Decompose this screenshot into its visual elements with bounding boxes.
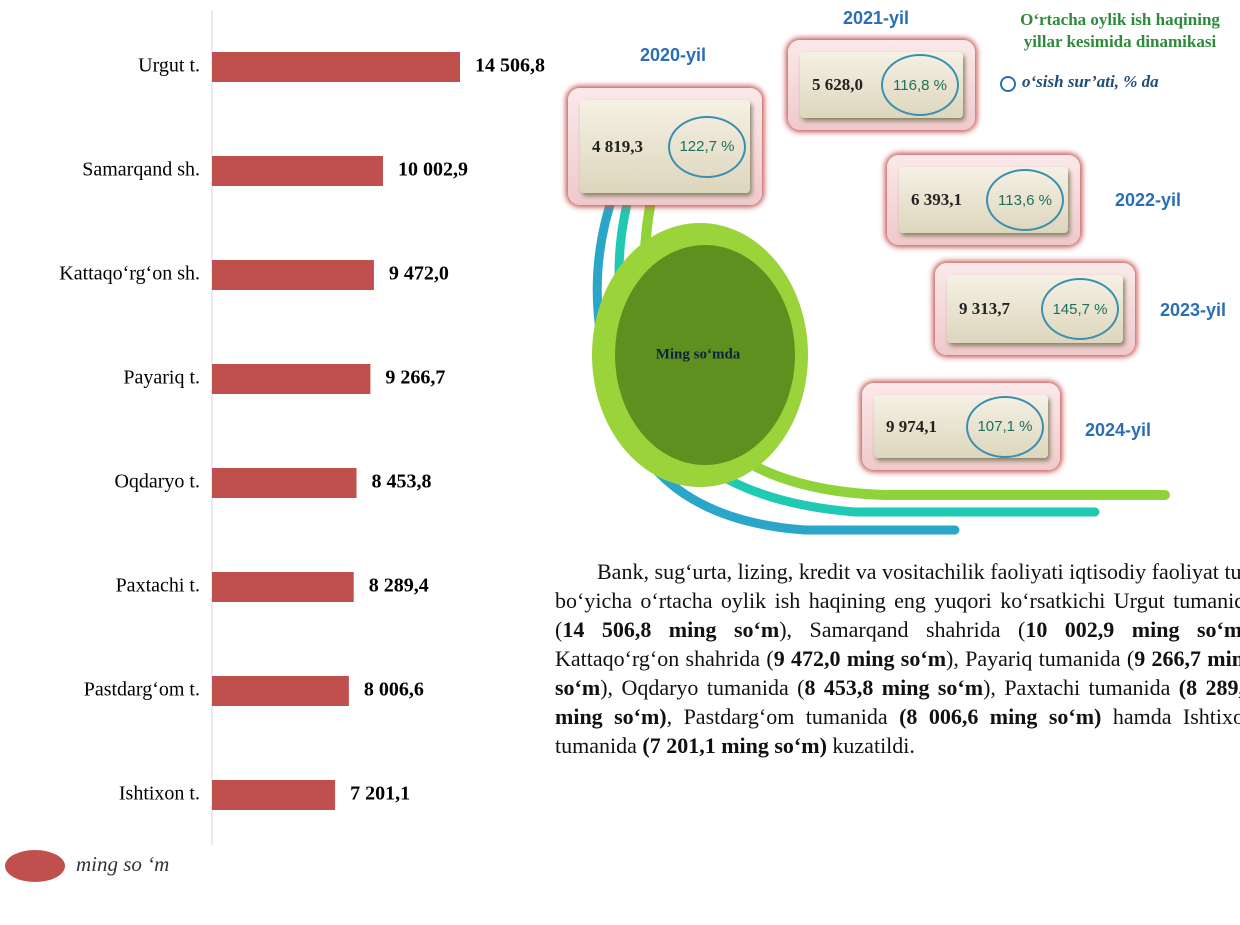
infographic-decoration: Ming so‘mda [592,160,1170,535]
text: ), Paxtachi tumanida [983,675,1179,700]
infographic-title: O‘rtacha oylik ish haqining [1020,10,1220,29]
bar [212,156,384,186]
value: 9 313,7 [959,299,1010,318]
bold-text: 8 453,8 ming so‘m [804,675,984,700]
text: ), Kattaqo‘rg‘on shahrida ( [555,646,774,671]
infographic-title: yillar kesimida dinamikasi [1023,32,1217,51]
year-label: 2021-yil [843,8,910,28]
rate: 145,7 % [1041,278,1119,340]
bold-text: (8 289,4 ming so‘m) [555,675,1240,729]
value-box: 6 393,1 113,6 % [899,167,1068,233]
year-box: 6 393,1 113,6 % [887,155,1080,245]
bold-text: 9 472,0 ming so‘m [773,646,947,671]
value-label: 9 266,7 [385,367,445,389]
value-label: 10 002,9 [398,159,468,181]
value-box: 4 819,3 122,7 % [580,100,750,193]
bar [212,676,349,706]
value-label: 8 453,8 [372,471,432,493]
year-label: 2022-yil [1115,190,1182,210]
bar [212,260,374,290]
bold-text: (8 006,6 ming so‘m) [899,704,1102,729]
year-box: 9 974,1 107,1 % [862,383,1060,470]
value-label: 9 472,0 [389,263,449,285]
inner-ellipse [615,245,795,465]
text: , Pastdarg‘om tumanida [666,704,900,729]
rate: 116,8 % [881,54,959,116]
value-label: 14 506,8 [475,55,545,77]
year-box: 4 819,3 122,7 % [568,88,762,205]
value-label: 8 289,4 [369,575,429,597]
rate: 122,7 % [668,115,746,178]
bar [212,572,354,602]
value-box: 5 628,0 116,8 % [800,52,963,118]
category-label: Kattaqo‘rg‘on sh. [59,263,200,285]
legend-label: ming so ‘m [76,852,169,876]
bold-text: 14 506,8 ming so‘m [562,617,780,642]
category-label: Pastdarg‘om t. [84,679,200,701]
year-label: 2020-yil [640,45,707,65]
bar-chart: Urgut t. 14 506,8 Samarqand sh. 10 002,9 Kat… [5,10,545,882]
value: 4 819,3 [592,136,643,156]
text: ), Samarqand shahrida ( [779,617,1026,642]
category-label: Urgut t. [138,55,200,77]
category-label: Ishtixon t. [119,783,200,805]
category-label: Payariq t. [123,367,200,389]
value-label: 8 006,6 [364,679,424,701]
bar [212,52,460,82]
rate: 107,1 % [966,395,1044,458]
value-box: 9 974,1 107,1 % [874,395,1048,458]
year-label: 2024-yil [1085,420,1152,440]
rate: 113,6 % [986,169,1064,231]
year-box: 9 313,7 145,7 % [935,263,1135,355]
year-box: 5 628,0 116,8 % [788,40,975,130]
bar [212,364,371,394]
legend-label: o‘sish sur’ati, % da [1022,72,1159,91]
text: ), Oqdaryo tumanida ( [600,675,805,700]
category-label: Paxtachi t. [116,575,200,597]
bold-text: (7 201,1 ming so‘m) [642,733,827,758]
category-label: Oqdaryo t. [114,471,200,493]
text: kuzatildi. [826,733,915,758]
text: Bank, sug‘urta, lizing, kredit va vosita… [555,559,1240,642]
value-label: 7 201,1 [350,783,410,805]
year-label: 2023-yil [1160,300,1227,320]
value: 9 974,1 [886,416,937,436]
text: hamda Ishtixon tumanida [555,704,1240,758]
bold-text: 9 266,7 ming so‘m [555,646,1240,700]
text: ), Payariq tumanida ( [946,646,1135,671]
legend-circle [1000,76,1016,92]
bar [212,468,357,498]
paragraph: Bank, sug‘urta, lizing, kredit va vosita… [555,557,1240,760]
bar [212,780,336,810]
center-label: Ming so‘mda [656,346,741,362]
bold-text: 10 002,9 ming so‘m [1025,617,1240,642]
legend-swatch [5,850,65,882]
category-label: Samarqand sh. [82,159,200,181]
value: 5 628,0 [812,75,863,94]
value-box: 9 313,7 145,7 % [947,275,1123,343]
value: 6 393,1 [911,190,962,209]
